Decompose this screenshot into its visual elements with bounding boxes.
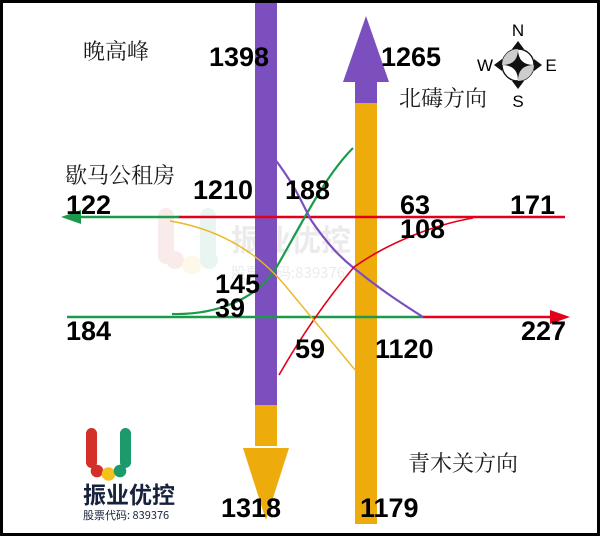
svg-text:188: 188	[285, 175, 330, 205]
svg-text:振业优控: 振业优控	[83, 476, 175, 510]
svg-text:59: 59	[295, 334, 325, 364]
svg-text:晚高峰: 晚高峰	[83, 35, 149, 66]
svg-text:1179: 1179	[360, 493, 419, 523]
svg-text:北碡方向: 北碡方向	[399, 82, 487, 113]
svg-text:E: E	[545, 56, 556, 75]
svg-text:171: 171	[510, 190, 555, 220]
svg-text:青木关方向: 青木关方向	[408, 447, 518, 478]
svg-text:108: 108	[400, 214, 445, 244]
svg-text:122: 122	[66, 190, 111, 220]
svg-text:1210: 1210	[193, 175, 253, 205]
svg-text:振业优控: 振业优控	[231, 216, 351, 260]
svg-text:W: W	[477, 56, 493, 75]
svg-text:1120: 1120	[375, 334, 434, 364]
svg-text:227: 227	[521, 316, 566, 346]
svg-text:1318: 1318	[221, 493, 281, 523]
svg-text:1398: 1398	[209, 42, 269, 72]
svg-text:股票代码: 839376: 股票代码: 839376	[83, 507, 169, 523]
svg-text:S: S	[512, 92, 523, 111]
svg-text:39: 39	[215, 293, 245, 323]
svg-text:1265: 1265	[381, 42, 441, 72]
svg-text:N: N	[512, 21, 524, 40]
svg-text:歇马公租房: 歇马公租房	[65, 159, 175, 190]
svg-text:184: 184	[66, 316, 111, 346]
